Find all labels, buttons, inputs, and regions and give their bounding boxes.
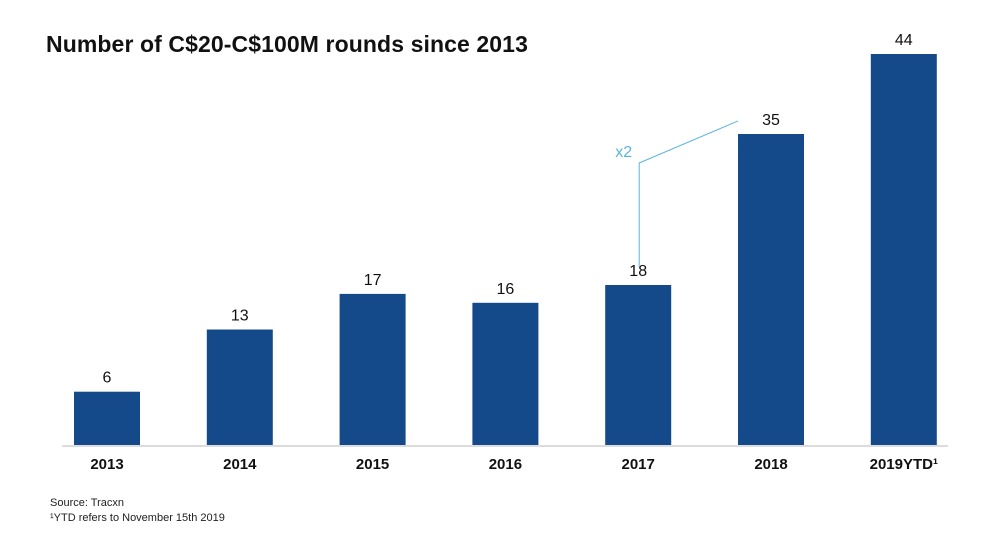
ytd-footnote: ¹YTD refers to November 15th 2019: [50, 512, 225, 524]
x-tick-label-2015: 2015: [356, 456, 389, 473]
value-label-2015: 17: [364, 272, 382, 289]
x-tick-labels-group: 2013 2014 2015 2016 2017 2018 2019YTD¹: [90, 456, 938, 473]
chart-title: Number of C$20-C$100M rounds since 2013: [46, 31, 528, 57]
value-label-2013: 6: [103, 370, 112, 387]
growth-annotation-line: [638, 120, 739, 268]
x-tick-label-2013: 2013: [90, 456, 123, 473]
value-labels-group: 6 13 17 16 18 35 44: [103, 32, 913, 387]
bar-2014: [206, 329, 273, 445]
bar-2016: [472, 302, 539, 445]
value-label-2014: 13: [231, 308, 249, 325]
x-tick-label-2014: 2014: [223, 456, 257, 473]
x-tick-label-2018: 2018: [754, 456, 787, 473]
value-label-2016: 16: [497, 281, 515, 298]
value-label-2019YTD¹: 44: [895, 32, 913, 49]
source-note: Source: Tracxn: [50, 497, 124, 509]
growth-annotation-label: x2: [615, 144, 632, 161]
bar-2017: [605, 285, 672, 445]
value-label-2018: 35: [762, 112, 780, 129]
bar-2015: [339, 293, 406, 445]
bars-group: [74, 54, 937, 445]
bar-2013: [74, 391, 140, 445]
value-label-2017: 18: [629, 263, 647, 280]
bar-2019YTD¹: [870, 54, 937, 445]
x-tick-label-2017: 2017: [622, 456, 655, 473]
bar-2018: [738, 134, 804, 445]
x-tick-label-2019YTD¹: 2019YTD¹: [870, 456, 938, 473]
x-tick-label-2016: 2016: [489, 456, 522, 473]
